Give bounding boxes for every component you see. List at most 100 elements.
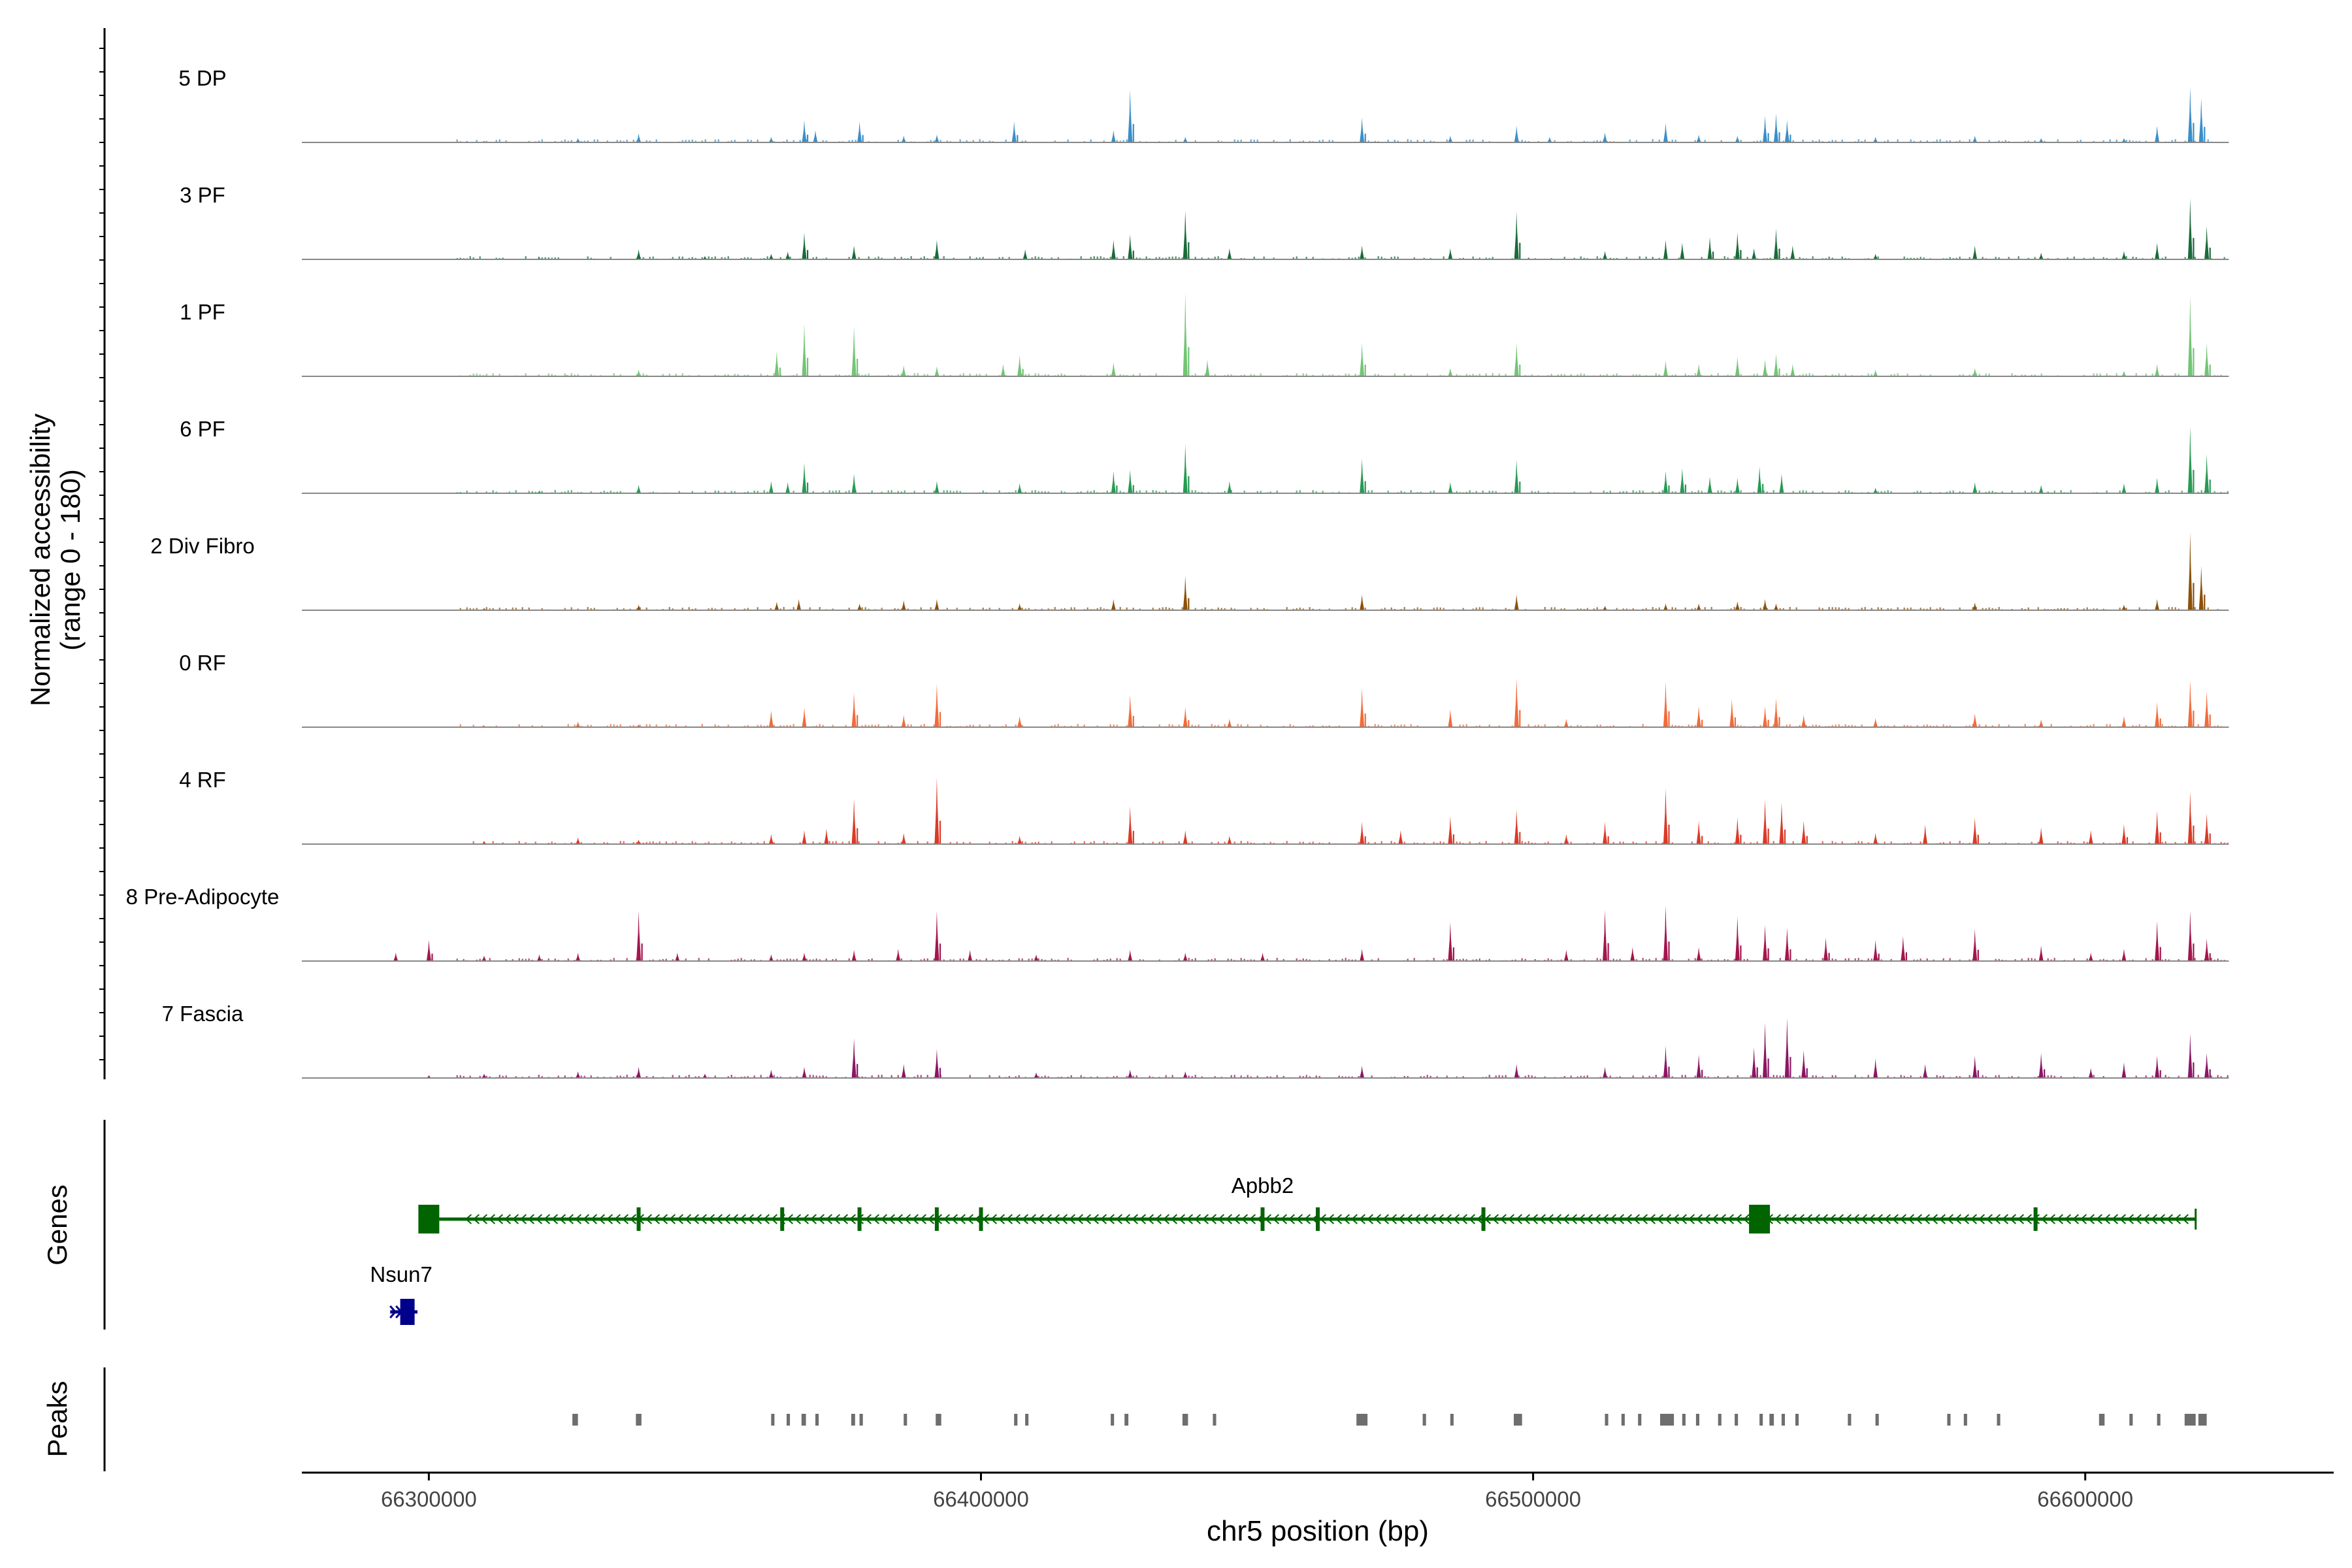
noise-mark <box>1292 725 1294 727</box>
noise-mark <box>1057 959 1059 961</box>
gene-strand-arrow <box>1648 1214 1656 1224</box>
noise-mark <box>2106 257 2108 259</box>
noise-mark <box>1126 1076 1128 1078</box>
gene-strand-arrow <box>1170 1214 1178 1224</box>
noise-mark <box>1714 842 1716 844</box>
noise-mark <box>799 842 801 844</box>
x-tick-label: 66600000 <box>2037 1487 2133 1511</box>
noise-mark <box>1106 374 1108 376</box>
noise-mark <box>1521 841 1523 844</box>
noise-mark <box>1576 725 1578 727</box>
noise-mark <box>1037 1076 1039 1078</box>
noise-mark <box>1305 373 1307 376</box>
noise-mark <box>1779 608 1781 610</box>
noise-mark <box>1312 257 1314 259</box>
noise-mark <box>649 140 651 142</box>
track-peak-shoulder <box>1740 834 1742 844</box>
noise-mark <box>920 257 922 259</box>
noise-mark <box>1861 724 1863 727</box>
noise-mark <box>1681 1075 1683 1078</box>
noise-mark <box>1870 958 1872 961</box>
track-peak <box>2187 911 2193 961</box>
noise-mark <box>1054 725 1056 727</box>
noise-mark <box>2138 724 2140 727</box>
noise-mark <box>1982 257 1984 259</box>
noise-mark <box>1276 958 1278 961</box>
noise-mark <box>616 1075 618 1078</box>
noise-mark <box>1282 958 1284 961</box>
noise-mark <box>1152 841 1154 844</box>
noise-mark <box>574 725 576 727</box>
noise-mark <box>1518 140 1520 142</box>
noise-mark <box>2099 959 2101 961</box>
noise-mark <box>1821 841 1823 844</box>
noise-mark <box>1707 841 1709 844</box>
noise-mark <box>2220 491 2222 493</box>
noise-mark <box>1289 139 1291 142</box>
gene-strand-arrow <box>590 1214 598 1224</box>
gene-strand-arrow <box>2048 1214 2056 1224</box>
track-peak <box>1663 603 1668 610</box>
track-peak <box>2121 138 2127 142</box>
noise-mark <box>1475 607 1477 610</box>
noise-mark <box>1168 724 1170 727</box>
gene-strand-arrow <box>1797 1214 1805 1224</box>
noise-mark <box>1109 491 1111 493</box>
gene-strand-arrow <box>2119 1214 2127 1224</box>
track-peak <box>2198 97 2204 142</box>
noise-mark <box>2060 842 2062 844</box>
track-peak <box>1752 248 1757 259</box>
gene-strand-arrow <box>1742 1214 1750 1224</box>
noise-mark <box>1583 257 1585 259</box>
noise-mark <box>1024 608 1026 610</box>
peak-region <box>859 1414 863 1426</box>
noise-mark <box>541 725 543 727</box>
track-peak <box>576 953 581 961</box>
noise-mark <box>1083 725 1085 727</box>
noise-mark <box>1263 256 1265 259</box>
noise-mark <box>933 256 935 259</box>
noise-mark <box>1024 491 1026 493</box>
noise-mark <box>525 256 527 259</box>
noise-mark <box>1309 1076 1311 1078</box>
noise-mark <box>1096 256 1098 259</box>
noise-mark <box>685 140 687 142</box>
noise-mark <box>727 256 729 259</box>
noise-mark <box>1835 842 1837 844</box>
noise-mark <box>463 1075 465 1078</box>
track-peak-shoulder <box>1740 945 1742 961</box>
noise-mark <box>636 374 638 376</box>
noise-mark <box>619 140 621 142</box>
noise-mark <box>547 373 549 376</box>
noise-mark <box>966 140 968 142</box>
noise-mark <box>1704 607 1706 610</box>
noise-mark <box>551 257 553 259</box>
noise-mark <box>1119 958 1121 961</box>
track-peak <box>934 1049 939 1078</box>
noise-mark <box>600 491 602 493</box>
noise-mark <box>518 958 520 961</box>
noise-mark <box>1812 491 1814 493</box>
noise-mark <box>2063 608 2065 610</box>
noise-mark <box>2151 257 2153 259</box>
noise-mark <box>1965 725 1967 727</box>
noise-mark <box>1844 490 1846 493</box>
noise-mark <box>1900 1075 1902 1078</box>
track-peak <box>1448 922 1453 961</box>
noise-mark <box>1132 608 1134 610</box>
noise-mark <box>953 959 955 961</box>
noise-mark <box>1194 725 1196 727</box>
track-peak <box>2187 791 2193 844</box>
noise-mark <box>1309 842 1311 844</box>
gene-strand-arrow <box>1374 1214 1382 1224</box>
noise-mark <box>2014 959 2016 961</box>
noise-mark <box>959 958 961 961</box>
noise-mark <box>459 1075 461 1078</box>
track-peak <box>901 600 906 610</box>
noise-mark <box>1070 959 1072 961</box>
noise-mark <box>1367 725 1369 727</box>
noise-mark <box>1482 490 1484 493</box>
noise-mark <box>887 374 889 376</box>
track-peak <box>802 323 807 376</box>
gene-strand-arrow <box>817 1214 825 1224</box>
